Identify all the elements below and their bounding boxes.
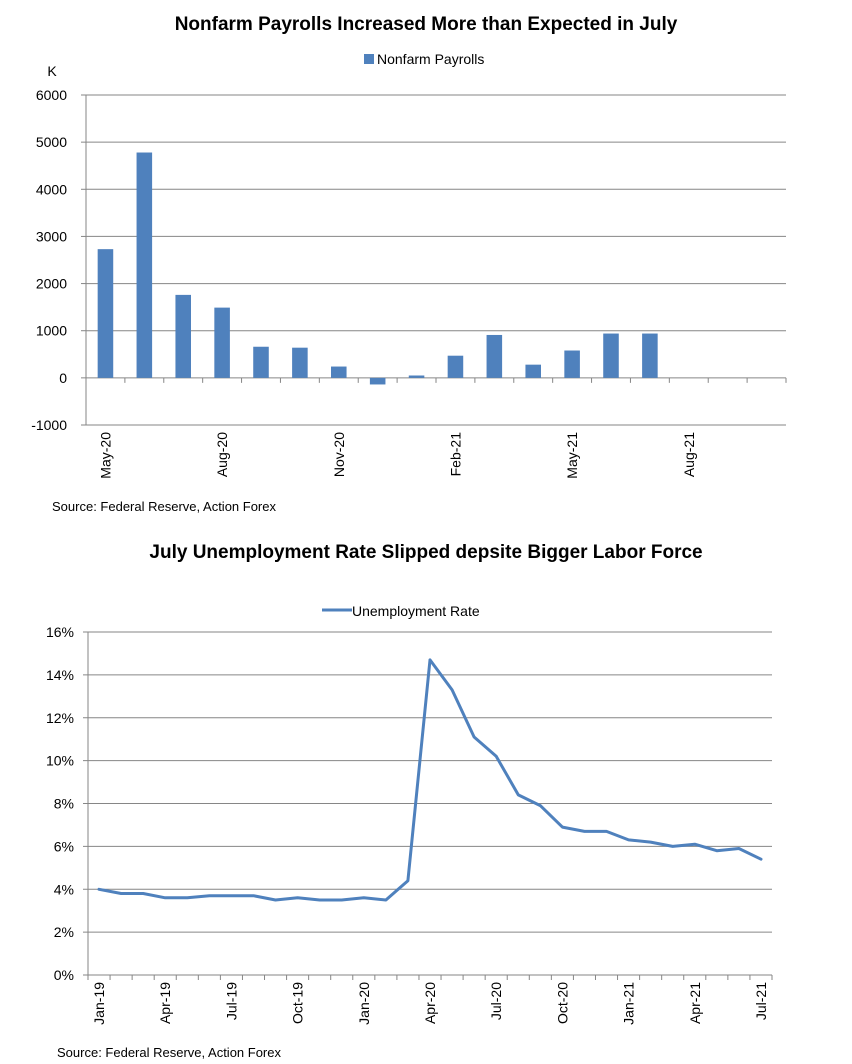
x-tick-label: Jul-19 [223,982,239,1020]
y-tick-label: 6% [54,838,74,854]
legend-label: Nonfarm Payrolls [377,51,484,67]
series-line-unemployment-rate [97,658,763,902]
y-tick-label: 12% [46,710,74,726]
chart2-title: July Unemployment Rate Slipped depsite B… [149,542,703,563]
bar [97,249,114,378]
y-tick-label: 10% [46,753,74,769]
x-tick-label: Feb-21 [447,432,463,477]
legend-swatch [364,54,374,64]
bar [525,364,541,378]
chart1-title: Nonfarm Payrolls Increased More than Exp… [174,14,678,35]
x-tick-label: Aug-20 [214,432,230,477]
y-tick-label: 8% [54,796,74,812]
y-axis-label: K [47,63,57,79]
y-tick-label: 4000 [36,181,67,197]
bar [175,294,191,378]
y-tick-label: 2% [54,924,74,940]
bar [369,377,386,385]
x-tick-label: Oct-19 [290,982,306,1024]
bar [214,307,230,378]
legend-label: Unemployment Rate [352,603,480,619]
bar [447,355,464,378]
y-tick-label: 14% [46,667,74,683]
y-tick-label: 5000 [36,134,67,150]
chart2-source: Source: Federal Reserve, Action Forex [57,1045,281,1060]
y-tick-label: 6000 [36,87,67,103]
x-tick-label: Jan-19 [91,982,107,1025]
bar [253,346,269,378]
x-tick-label: Apr-21 [687,982,703,1024]
bar [642,333,658,378]
bar [603,333,619,378]
x-tick-label: Aug-21 [681,432,697,477]
x-tick-label: Nov-20 [331,432,347,477]
chart1-source: Source: Federal Reserve, Action Forex [52,499,276,514]
y-tick-label: 4% [54,881,74,897]
bar [564,350,580,378]
bar [136,152,153,378]
x-tick-label: May-21 [564,432,580,479]
y-tick-label: 2000 [36,276,67,292]
y-tick-label: -1000 [31,417,67,433]
bar [486,334,503,378]
x-tick-label: Jul-20 [488,982,504,1020]
y-tick-label: 0% [54,967,74,983]
x-tick-label: Apr-20 [422,982,438,1024]
bar [292,347,308,378]
y-tick-label: 3000 [36,228,67,244]
y-tick-label: 1000 [36,323,67,339]
x-tick-label: Oct-20 [554,982,570,1024]
bar [408,375,425,378]
x-tick-label: May-20 [97,432,113,479]
bar [331,366,347,378]
x-tick-label: Jul-21 [753,982,769,1020]
x-tick-label: Jan-21 [621,982,637,1025]
x-tick-label: Jan-20 [356,982,372,1025]
x-tick-label: Apr-19 [157,982,173,1024]
y-tick-label: 0 [59,370,67,386]
y-tick-label: 16% [46,624,74,640]
